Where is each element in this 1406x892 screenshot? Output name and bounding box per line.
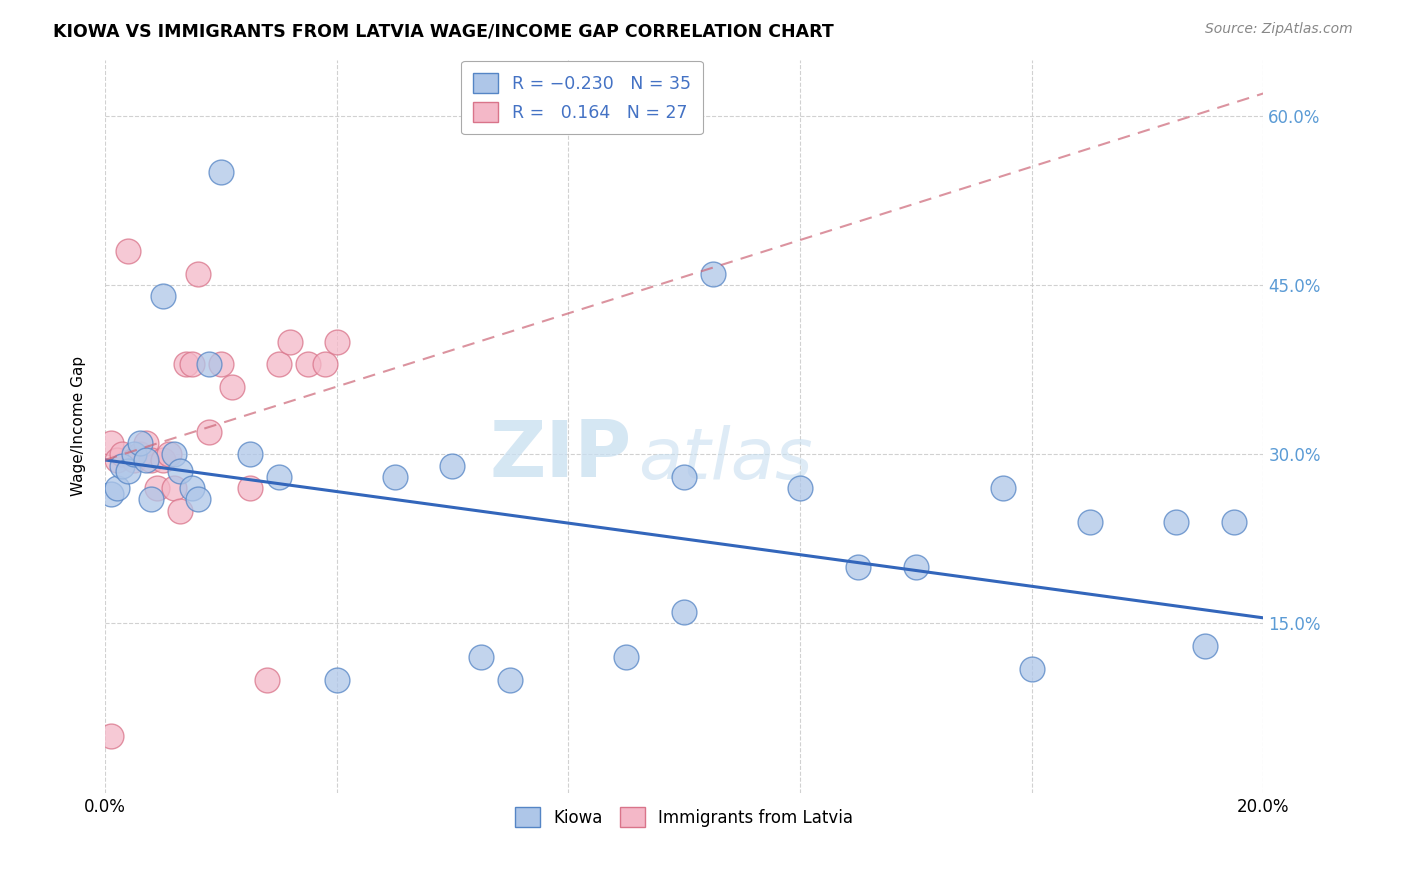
Point xyxy=(105,453,128,467)
Point xyxy=(904,560,927,574)
Y-axis label: Wage/Income Gap: Wage/Income Gap xyxy=(72,356,86,496)
Point xyxy=(470,650,492,665)
Point xyxy=(256,673,278,687)
Point xyxy=(1194,639,1216,653)
Point xyxy=(100,487,122,501)
Point xyxy=(141,492,163,507)
Point xyxy=(198,357,221,371)
Point xyxy=(267,357,290,371)
Point xyxy=(169,504,191,518)
Point xyxy=(122,447,145,461)
Point xyxy=(384,470,406,484)
Text: Source: ZipAtlas.com: Source: ZipAtlas.com xyxy=(1205,22,1353,37)
Point xyxy=(100,729,122,743)
Point xyxy=(846,560,869,574)
Point xyxy=(169,464,191,478)
Point xyxy=(278,334,301,349)
Text: ZIP: ZIP xyxy=(489,417,633,493)
Point xyxy=(673,470,696,484)
Point xyxy=(789,481,811,495)
Point xyxy=(105,481,128,495)
Point xyxy=(163,447,186,461)
Point xyxy=(673,605,696,619)
Point xyxy=(157,447,180,461)
Point xyxy=(325,334,347,349)
Point xyxy=(111,447,134,461)
Point xyxy=(297,357,319,371)
Text: KIOWA VS IMMIGRANTS FROM LATVIA WAGE/INCOME GAP CORRELATION CHART: KIOWA VS IMMIGRANTS FROM LATVIA WAGE/INC… xyxy=(53,22,834,40)
Point xyxy=(117,244,139,259)
Point xyxy=(117,464,139,478)
Point xyxy=(152,453,174,467)
Point xyxy=(122,453,145,467)
Point xyxy=(267,470,290,484)
Point xyxy=(1166,515,1188,529)
Point xyxy=(1223,515,1246,529)
Point xyxy=(180,481,202,495)
Point xyxy=(152,289,174,303)
Point xyxy=(499,673,522,687)
Point xyxy=(614,650,637,665)
Point xyxy=(163,481,186,495)
Point xyxy=(1021,662,1043,676)
Point xyxy=(141,453,163,467)
Point xyxy=(111,458,134,473)
Point xyxy=(209,165,232,179)
Point xyxy=(314,357,336,371)
Point xyxy=(128,436,150,450)
Point xyxy=(702,267,724,281)
Point xyxy=(135,453,157,467)
Point xyxy=(325,673,347,687)
Point xyxy=(187,267,209,281)
Text: atlas: atlas xyxy=(638,425,813,493)
Point xyxy=(1078,515,1101,529)
Point xyxy=(174,357,197,371)
Point xyxy=(100,436,122,450)
Point xyxy=(187,492,209,507)
Point xyxy=(135,436,157,450)
Point xyxy=(991,481,1014,495)
Point xyxy=(221,379,243,393)
Point xyxy=(441,458,464,473)
Point xyxy=(180,357,202,371)
Point xyxy=(198,425,221,439)
Point xyxy=(128,447,150,461)
Point xyxy=(239,447,262,461)
Legend: Kiowa, Immigrants from Latvia: Kiowa, Immigrants from Latvia xyxy=(508,798,862,836)
Point xyxy=(146,481,169,495)
Point xyxy=(239,481,262,495)
Point xyxy=(209,357,232,371)
